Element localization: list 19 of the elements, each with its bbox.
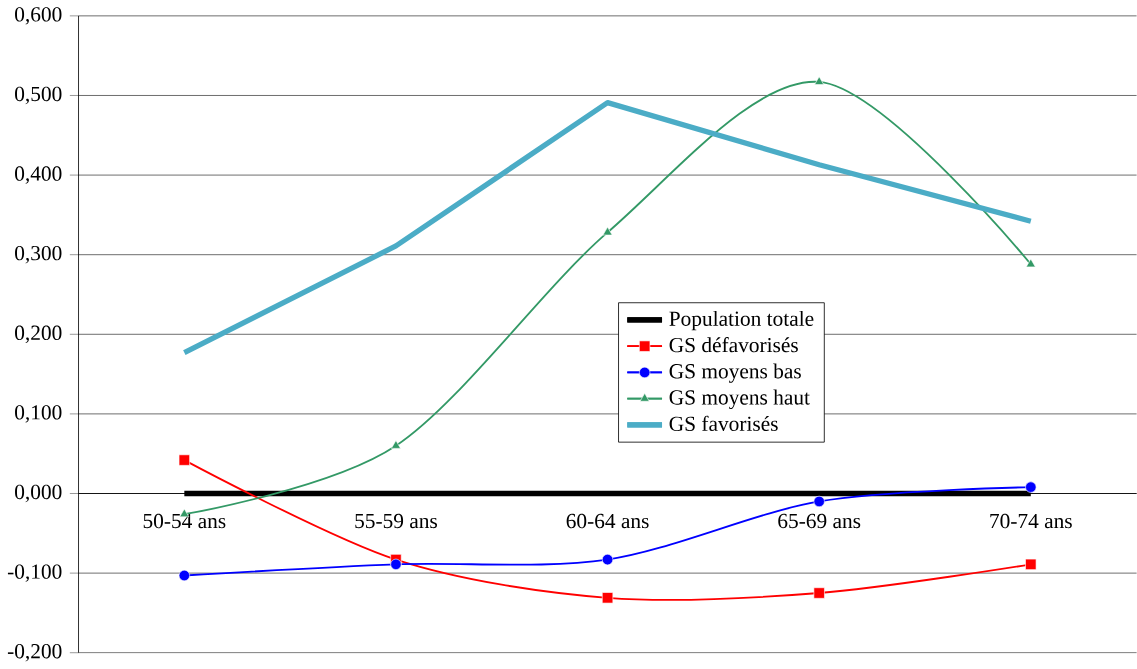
y-tick-label: -0,200	[7, 644, 62, 662]
x-tick-label: 50-54 ans	[143, 514, 226, 529]
y-tick-label: 0,600	[15, 7, 62, 25]
x-tick-label: 60-64 ans	[566, 514, 649, 529]
y-tick-label: 0,000	[15, 484, 62, 503]
y-tick-label: 0,400	[15, 166, 62, 185]
x-tick-label: 70-74 ans	[990, 514, 1072, 529]
legend-label: Population totale	[669, 311, 814, 331]
legend-label: GS défavorisés	[669, 337, 798, 353]
legend-label: GS favorisés	[669, 415, 778, 432]
legend-label: GS moyens haut	[669, 389, 810, 410]
y-tick-label: 0,100	[15, 405, 62, 423]
x-tick-label: 55-59 ans	[355, 514, 437, 529]
x-tick-label: 65-69 ans	[778, 514, 861, 529]
y-tick-label: -0,100	[7, 564, 62, 583]
y-tick-label: 0,300	[15, 246, 62, 264]
y-tick-label: 0,200	[15, 325, 62, 344]
legend-label: GS moyens bas	[669, 363, 801, 384]
y-tick-label: 0,500	[15, 86, 62, 105]
